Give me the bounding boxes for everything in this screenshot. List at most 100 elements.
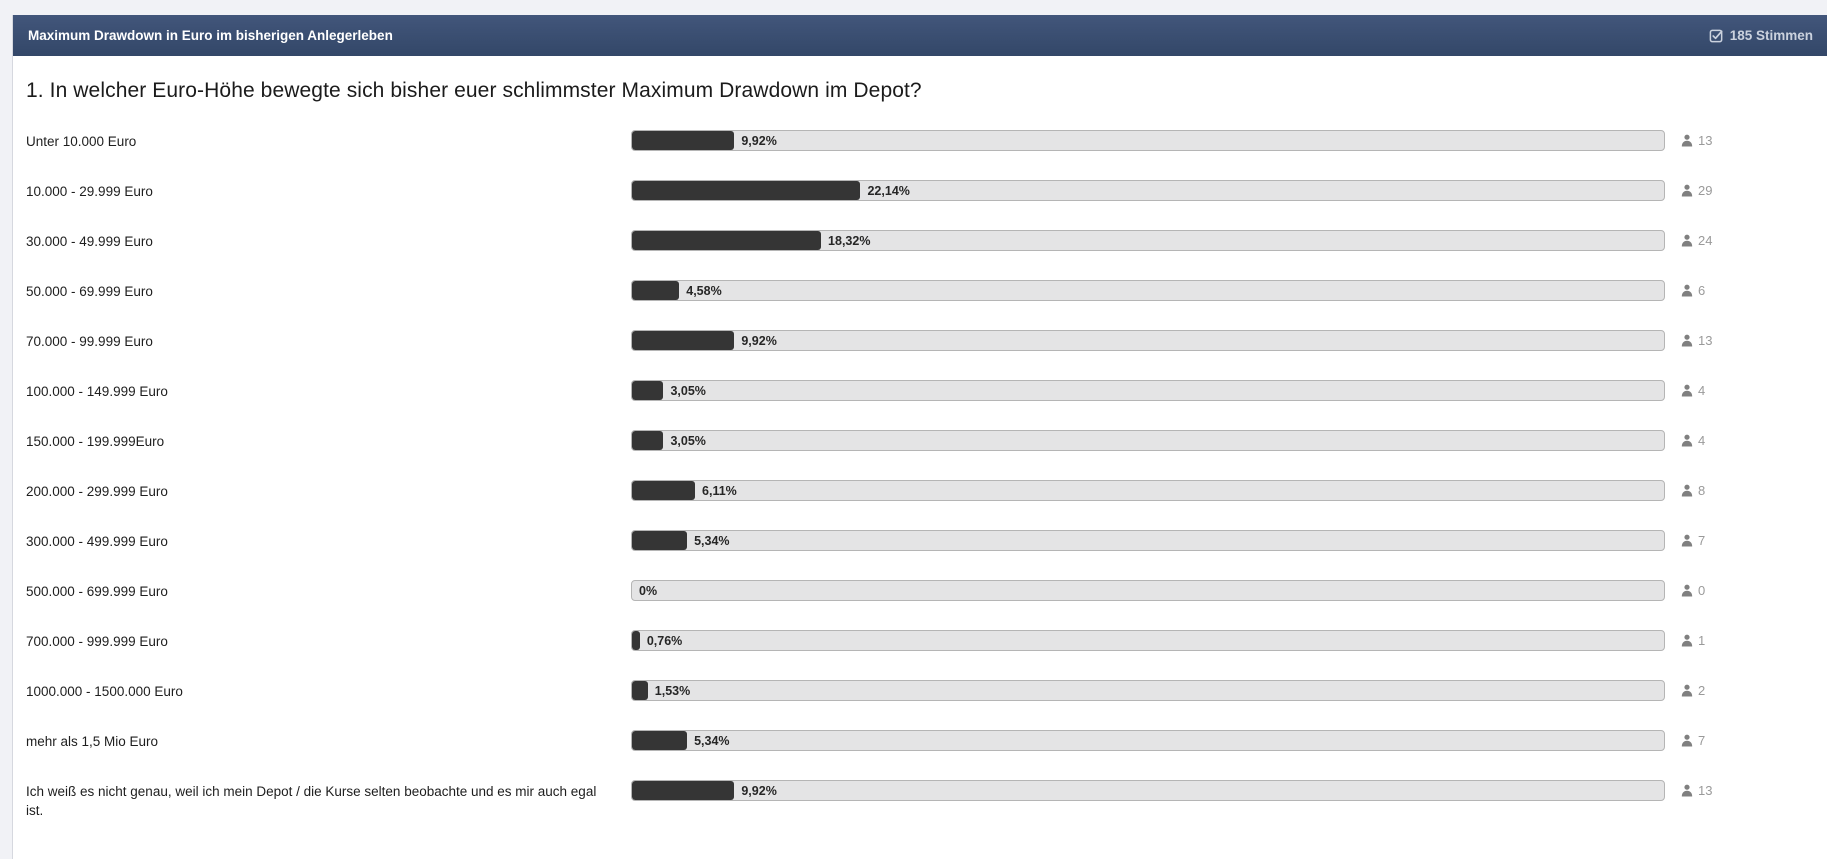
person-icon (1681, 784, 1693, 797)
poll-option-row: 300.000 - 499.999 Euro 5,34% 7 (26, 530, 1827, 551)
person-icon (1681, 184, 1693, 197)
poll-option-votes: 4 (1681, 380, 1705, 401)
poll-option-label: 500.000 - 699.999 Euro (26, 580, 631, 601)
poll-option-votes: 6 (1681, 280, 1705, 301)
poll-option-bar-track: 5,34% (631, 730, 1665, 751)
poll-option-votes-count: 8 (1698, 483, 1705, 498)
person-icon (1681, 634, 1693, 647)
poll-option-bar-track: 9,92% (631, 330, 1665, 351)
person-icon (1681, 484, 1693, 497)
poll-option-votes-count: 7 (1698, 533, 1705, 548)
poll-option-votes: 13 (1681, 130, 1712, 151)
poll-option-row: Ich weiß es nicht genau, weil ich mein D… (26, 780, 1827, 820)
poll-option-bar-fill (632, 781, 734, 800)
poll-option-bar-fill (632, 181, 860, 200)
poll-option-votes: 7 (1681, 530, 1705, 551)
poll-option-percent: 6,11% (702, 484, 737, 498)
poll-options-list: Unter 10.000 Euro 9,92% 13 10.000 - 29.9… (13, 103, 1827, 859)
poll-option-label: Unter 10.000 Euro (26, 130, 631, 151)
poll-option-row: 10.000 - 29.999 Euro 22,14% 29 (26, 180, 1827, 201)
person-icon (1681, 734, 1693, 747)
poll-option-percent: 4,58% (686, 284, 721, 298)
poll-option-bar-track: 3,05% (631, 380, 1665, 401)
poll-option-label: 30.000 - 49.999 Euro (26, 230, 631, 251)
poll-option-percent: 3,05% (670, 384, 705, 398)
poll-option-votes: 7 (1681, 730, 1705, 751)
poll-option-label: 300.000 - 499.999 Euro (26, 530, 631, 551)
poll-option-bar-track: 3,05% (631, 430, 1665, 451)
poll-option-label: 10.000 - 29.999 Euro (26, 180, 631, 201)
poll-option-label: 700.000 - 999.999 Euro (26, 630, 631, 651)
poll-option-votes: 24 (1681, 230, 1712, 251)
person-icon (1681, 584, 1693, 597)
poll-option-row: 700.000 - 999.999 Euro 0,76% 1 (26, 630, 1827, 651)
person-icon (1681, 434, 1693, 447)
person-icon (1681, 384, 1693, 397)
poll-option-bar-track: 4,58% (631, 280, 1665, 301)
poll-option-votes: 2 (1681, 680, 1705, 701)
poll-option-label: Ich weiß es nicht genau, weil ich mein D… (26, 780, 631, 820)
poll-option-percent: 3,05% (670, 434, 705, 448)
person-icon (1681, 684, 1693, 697)
poll-option-votes-count: 1 (1698, 633, 1705, 648)
poll-option-votes: 29 (1681, 180, 1712, 201)
poll-option-bar-fill (632, 281, 679, 300)
poll-option-bar-track: 6,11% (631, 480, 1665, 501)
poll-option-percent: 5,34% (694, 534, 729, 548)
poll-option-bar-fill (632, 331, 734, 350)
poll-option-votes-count: 13 (1698, 333, 1712, 348)
poll-widget: Maximum Drawdown in Euro im bisherigen A… (12, 15, 1827, 825)
poll-option-percent: 18,32% (828, 234, 870, 248)
poll-option-votes: 13 (1681, 330, 1712, 351)
poll-option-percent: 9,92% (741, 784, 776, 798)
poll-option-label: 70.000 - 99.999 Euro (26, 330, 631, 351)
poll-option-percent: 9,92% (741, 334, 776, 348)
poll-option-bar-fill (632, 381, 663, 400)
poll-option-row: 30.000 - 49.999 Euro 18,32% 24 (26, 230, 1827, 251)
poll-option-votes: 0 (1681, 580, 1705, 601)
poll-question: 1. In welcher Euro-Höhe bewegte sich bis… (13, 56, 1827, 103)
person-icon (1681, 134, 1693, 147)
poll-option-votes: 13 (1681, 780, 1712, 801)
poll-option-bar-track: 1,53% (631, 680, 1665, 701)
poll-title: Maximum Drawdown in Euro im bisherigen A… (28, 28, 393, 43)
poll-option-row: 200.000 - 299.999 Euro 6,11% 8 (26, 480, 1827, 501)
poll-option-bar-fill (632, 731, 687, 750)
poll-option-bar-fill (632, 531, 687, 550)
poll-option-label: 200.000 - 299.999 Euro (26, 480, 631, 501)
poll-option-votes: 8 (1681, 480, 1705, 501)
poll-option-votes-count: 2 (1698, 683, 1705, 698)
poll-option-votes-count: 13 (1698, 133, 1712, 148)
poll-option-votes: 1 (1681, 630, 1705, 651)
poll-option-votes-count: 7 (1698, 733, 1705, 748)
poll-option-bar-fill (632, 681, 648, 700)
poll-option-votes-count: 29 (1698, 183, 1712, 198)
poll-option-percent: 5,34% (694, 734, 729, 748)
poll-option-percent: 1,53% (655, 684, 690, 698)
poll-option-percent: 22,14% (867, 184, 909, 198)
poll-option-percent: 9,92% (741, 134, 776, 148)
poll-total-votes: 185 Stimmen (1709, 28, 1813, 43)
poll-option-bar-fill (632, 631, 640, 650)
poll-option-row: 150.000 - 199.999Euro 3,05% 4 (26, 430, 1827, 451)
poll-option-row: 500.000 - 699.999 Euro 0% 0 (26, 580, 1827, 601)
poll-total-votes-label: 185 Stimmen (1730, 28, 1813, 43)
poll-option-bar-fill (632, 431, 663, 450)
poll-option-votes-count: 24 (1698, 233, 1712, 248)
poll-option-row: 100.000 - 149.999 Euro 3,05% 4 (26, 380, 1827, 401)
poll-option-votes: 4 (1681, 430, 1705, 451)
person-icon (1681, 284, 1693, 297)
poll-option-percent: 0,76% (647, 634, 682, 648)
person-icon (1681, 234, 1693, 247)
person-icon (1681, 534, 1693, 547)
poll-option-row: 70.000 - 99.999 Euro 9,92% 13 (26, 330, 1827, 351)
poll-header: Maximum Drawdown in Euro im bisherigen A… (13, 15, 1827, 56)
poll-option-label: 150.000 - 199.999Euro (26, 430, 631, 451)
poll-option-bar-fill (632, 231, 821, 250)
poll-option-row: 50.000 - 69.999 Euro 4,58% 6 (26, 280, 1827, 301)
poll-option-label: 50.000 - 69.999 Euro (26, 280, 631, 301)
poll-option-row: Unter 10.000 Euro 9,92% 13 (26, 130, 1827, 151)
poll-option-bar-track: 9,92% (631, 780, 1665, 801)
poll-option-votes-count: 6 (1698, 283, 1705, 298)
poll-option-bar-track: 18,32% (631, 230, 1665, 251)
